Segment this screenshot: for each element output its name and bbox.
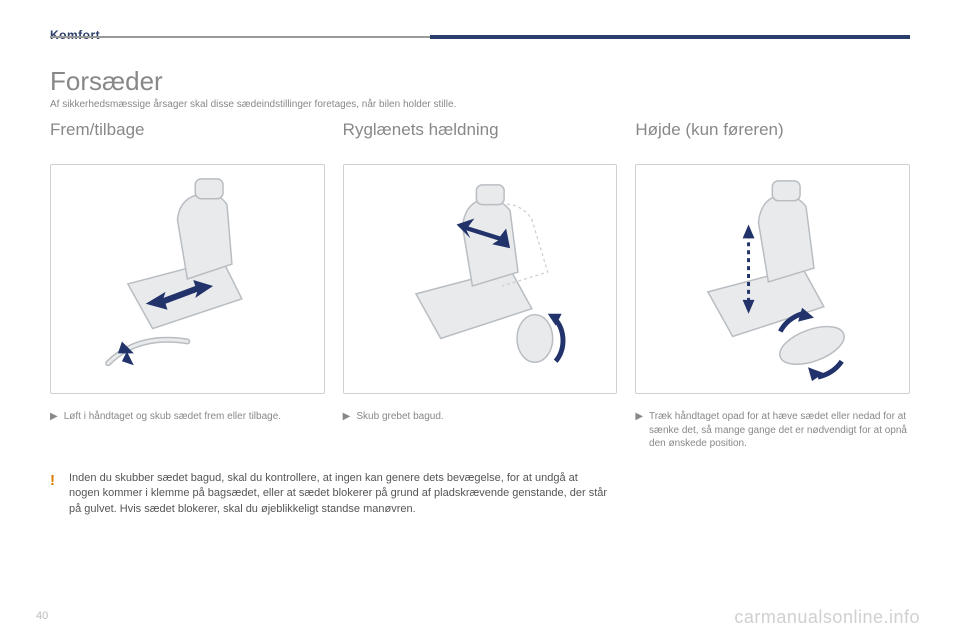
page-number: 40 [36,610,48,622]
warning-icon: ! [50,471,55,519]
col-heading: Højde (kun føreren) [635,120,910,142]
header-rule [50,36,910,38]
bullet-text: Løft i håndtaget og skub sædet frem elle… [64,410,281,424]
col-forward-back: Frem/tilbage [50,120,325,453]
col-bullet: ▶ Skub grebet bagud. [343,410,618,426]
seat-figure-recline [343,164,618,394]
page-title: Forsæder [50,66,910,97]
bullet-text: Træk håndtaget opad for at hæve sædet el… [649,410,910,451]
seat-figure-fwdback [50,164,325,394]
col-recline: Ryglænets hældning [343,120,618,453]
bullet-arrow-icon: ▶ [635,410,643,451]
col-heading: Frem/tilbage [50,120,325,142]
content-columns: Frem/tilbage [50,120,910,453]
col-bullet: ▶ Træk håndtaget opad for at hæve sædet … [635,410,910,453]
manual-page: Komfort Forsæder Af sikkerhedsmæssige år… [0,0,960,640]
watermark: carmanualsonline.info [734,607,920,628]
warning-box: ! Inden du skubber sædet bagud, skal du … [50,471,610,519]
col-heading: Ryglænets hældning [343,120,618,142]
bullet-text: Skub grebet bagud. [356,410,443,424]
warning-text: Inden du skubber sædet bagud, skal du ko… [69,471,610,519]
page-subtitle: Af sikkerhedsmæssige årsager skal disse … [50,99,910,110]
seat-figure-height [635,164,910,394]
bullet-arrow-icon: ▶ [343,410,351,424]
col-height: Højde (kun føreren) [635,120,910,453]
col-bullet: ▶ Løft i håndtaget og skub sædet frem el… [50,410,325,426]
bullet-arrow-icon: ▶ [50,410,58,424]
